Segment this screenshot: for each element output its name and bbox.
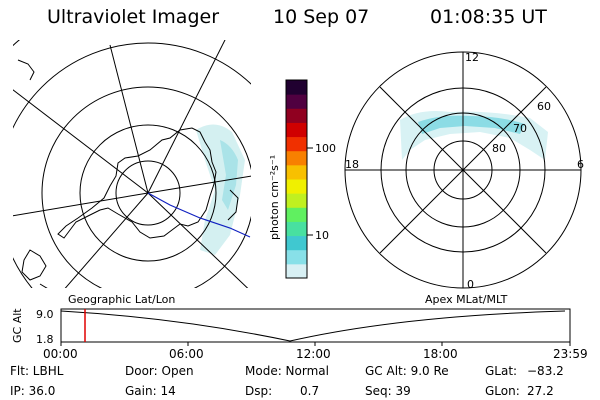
lat-label-60: 60 [537, 100, 551, 113]
x-tick-2359: 23:59 [553, 347, 588, 361]
lat-label-70: 70 [513, 122, 527, 135]
colorbar-segment [286, 179, 307, 194]
colorbar-label-10: 10 [315, 229, 329, 242]
glat-value: −83.2 [527, 364, 564, 378]
colorbar-segment [286, 150, 307, 166]
graticule-meridians [13, 40, 251, 288]
x-tick-1800: 18:00 [423, 347, 458, 361]
glon-label: GLon: [485, 384, 520, 398]
glat-label: GLat: [485, 364, 518, 378]
apex-map-label: Apex MLat/MLT [425, 293, 508, 306]
colorbar-segment [286, 235, 307, 251]
ip-status: IP: 36.0 [10, 384, 56, 398]
y-tick-1-8: 1.8 [36, 333, 54, 346]
gc-alt-status: GC Alt: 9.0 Re [365, 364, 449, 378]
gain-status: Gain: 14 [125, 384, 176, 398]
orbit-track [147, 192, 251, 238]
seq-status: Seq: 39 [365, 384, 411, 398]
y-tick-9: 9.0 [36, 308, 54, 321]
glon-value: 27.2 [527, 384, 554, 398]
aurora-emission-left [196, 124, 245, 255]
time-label: 01:08:35 UT [430, 6, 547, 28]
graticule-circles [13, 40, 251, 288]
mlt-label-6: 6 [577, 158, 584, 171]
colorbar-segment [286, 249, 307, 265]
colorbar-label-100: 100 [315, 142, 336, 155]
colorbar-segment [286, 193, 307, 208]
colorbar-unit-label: photon cm⁻²s⁻¹ [268, 155, 281, 240]
geographic-map [13, 40, 251, 288]
x-tick-1200: 12:00 [296, 347, 331, 361]
colorbar-segment [286, 221, 307, 237]
date-label: 10 Sep 07 [273, 6, 370, 28]
mlt-label-12: 12 [465, 51, 479, 64]
mlt-label-18: 18 [345, 158, 359, 171]
colorbar-segment [286, 136, 307, 152]
x-tick-0600: 06:00 [169, 347, 204, 361]
y-axis-label: GC Alt [11, 308, 24, 343]
colorbar-segment [286, 94, 307, 109]
lat-label-80: 80 [492, 142, 506, 155]
colorbar-frame [285, 79, 308, 279]
dsp-value: 0.7 [300, 384, 320, 398]
altitude-curve [60, 310, 566, 342]
x-tick-0000: 00:00 [43, 347, 78, 361]
colorbar-segment [286, 164, 307, 180]
colorbar-segment [286, 108, 307, 123]
timeline-panel: Geographic Lat/Lon Apex MLat/MLT 9.0 1.8… [11, 293, 588, 361]
colorbar-segment [286, 207, 307, 222]
instrument-title: Ultraviolet Imager [47, 6, 220, 28]
filter-status: Flt: LBHL [10, 364, 64, 378]
colorbar-segment [286, 80, 307, 95]
geographic-map-label: Geographic Lat/Lon [68, 293, 175, 306]
coastline-outline [17, 59, 239, 288]
apex-polar-map: 12 18 6 0 60 70 80 [344, 51, 584, 291]
colorbar-segment [286, 122, 307, 138]
door-status: Door: Open [125, 364, 194, 378]
mode-status: Mode: Normal [245, 364, 329, 378]
colorbar [286, 80, 307, 279]
colorbar-segment [286, 263, 307, 279]
mlt-label-0: 0 [467, 278, 474, 291]
dsp-label: Dsp: [245, 384, 273, 398]
